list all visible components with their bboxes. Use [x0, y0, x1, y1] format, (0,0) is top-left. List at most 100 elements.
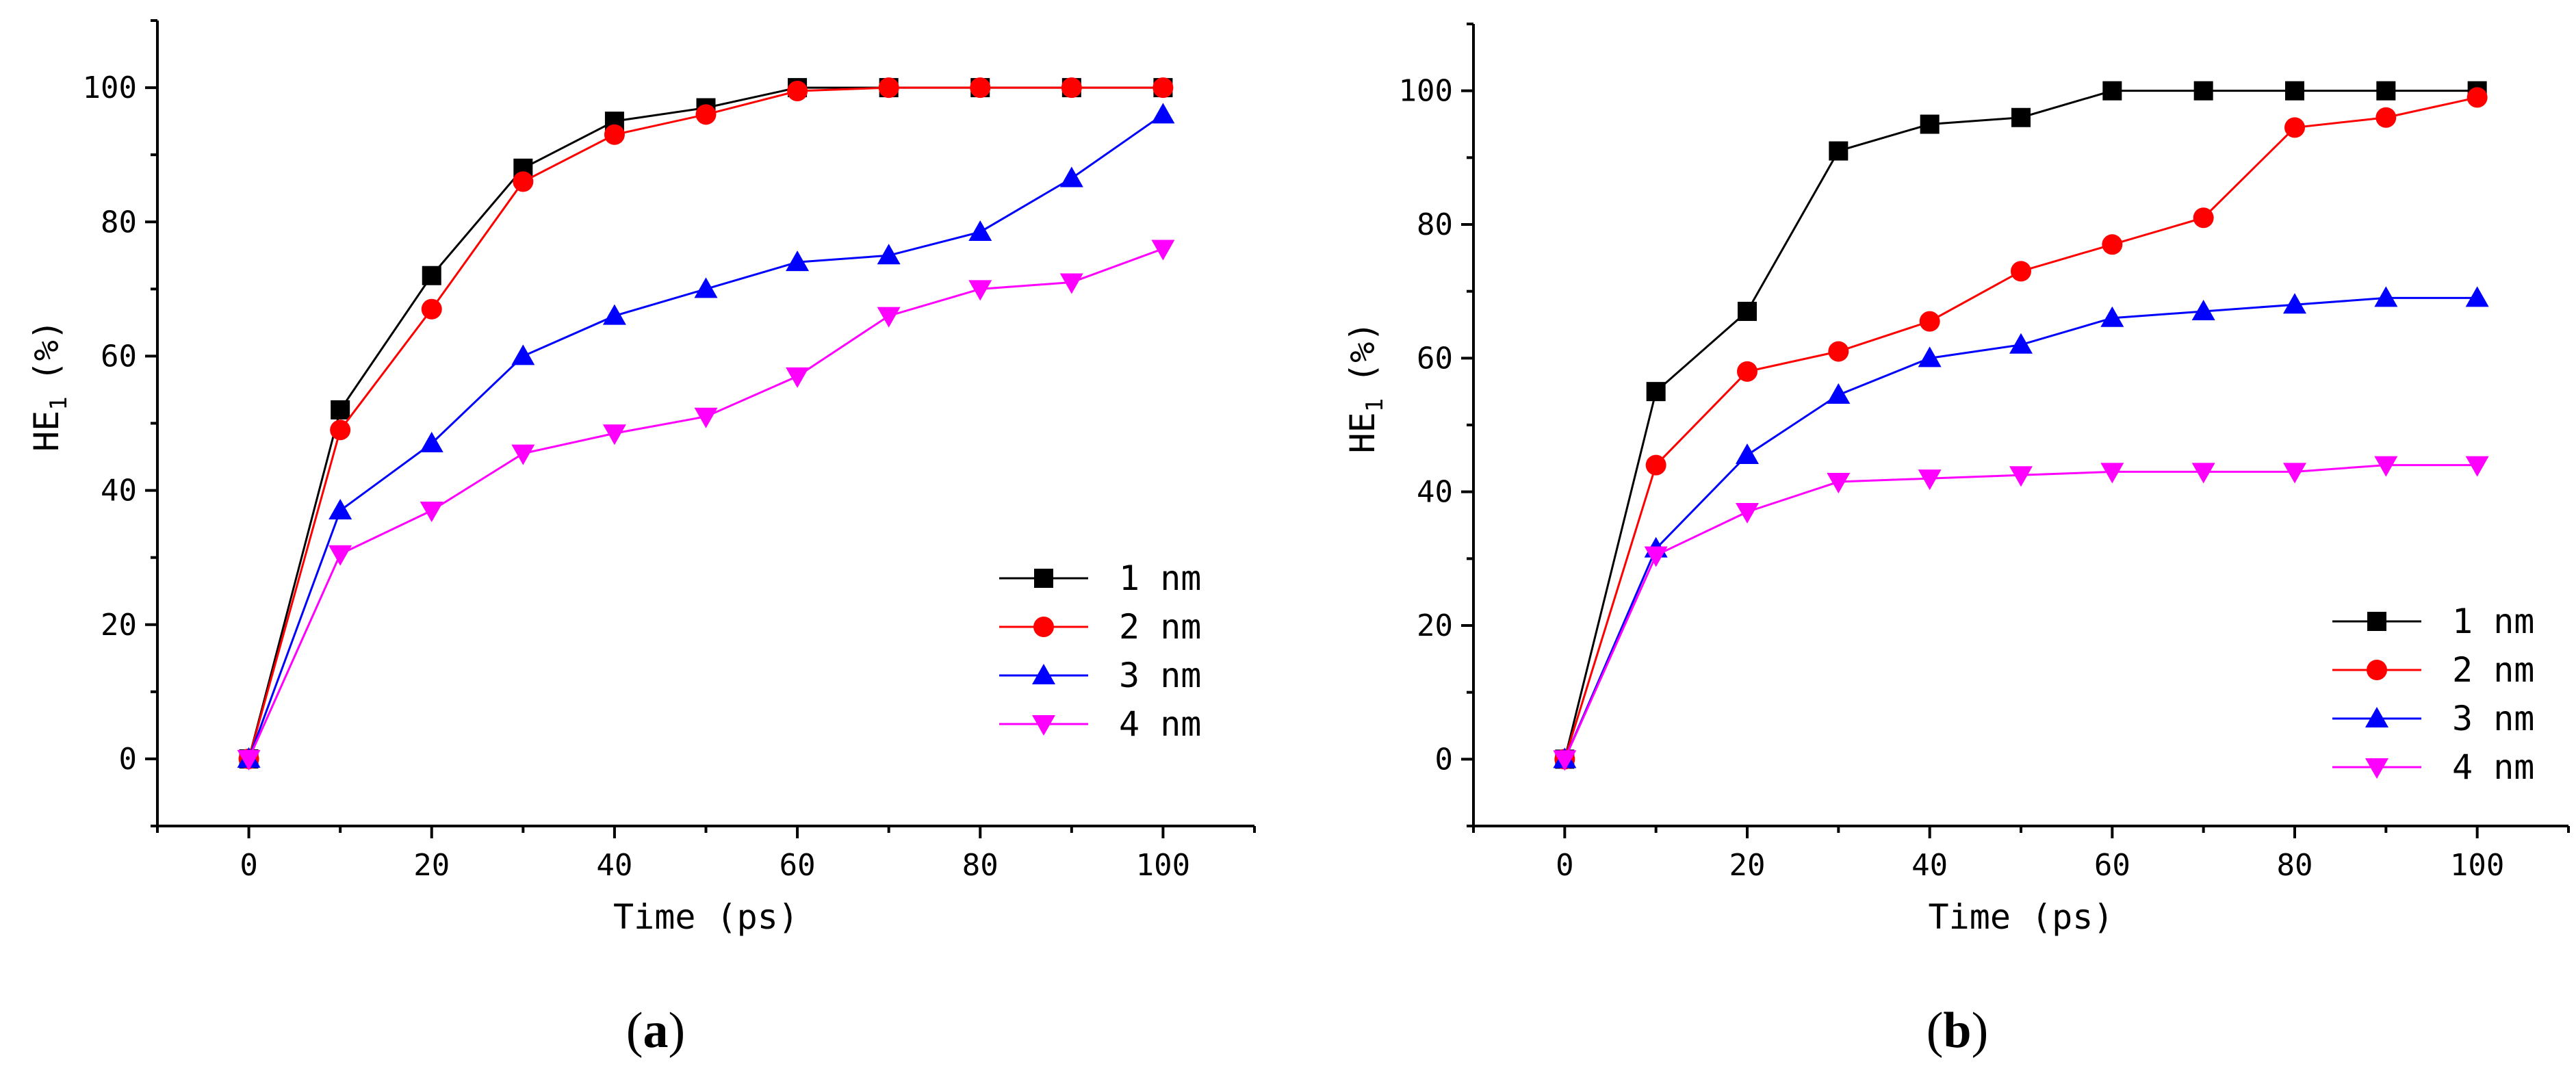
x-tick-label: 40	[1911, 848, 1948, 883]
data-point	[1151, 240, 1175, 261]
data-point	[1553, 750, 1577, 771]
data-point	[1918, 346, 1942, 367]
legend-item: 3 nm	[999, 656, 1201, 695]
y-tick-label: 80	[101, 205, 137, 240]
data-point	[1918, 469, 1942, 491]
data-point	[968, 280, 992, 301]
y-tick-label: 80	[1417, 207, 1453, 242]
legend-item: 3 nm	[2332, 699, 2534, 738]
data-point	[602, 424, 626, 446]
legend-item: 2 nm	[999, 607, 1201, 647]
legend-marker	[1032, 664, 1055, 684]
data-point	[2193, 81, 2213, 101]
data-point	[237, 749, 261, 771]
data-point	[1919, 311, 1940, 332]
x-tick-label: 60	[780, 848, 816, 883]
legend-label: 4 nm	[2452, 747, 2534, 787]
y-tick-label: 40	[101, 474, 137, 508]
data-point	[2374, 286, 2398, 307]
y-tick-label: 100	[83, 70, 137, 105]
data-point	[2102, 81, 2122, 101]
data-point	[787, 80, 808, 101]
y-axis-title: HE1(%)	[1343, 321, 1389, 453]
legend-item: 4 nm	[999, 704, 1201, 744]
data-point	[2376, 81, 2396, 101]
y-tick-label: 60	[1417, 341, 1453, 376]
x-tick-label: 100	[2450, 848, 2504, 883]
series-2-nm	[238, 77, 1174, 769]
data-point	[2191, 299, 2215, 320]
data-point	[421, 298, 442, 320]
y-tick-label: 60	[101, 339, 137, 374]
data-point	[2193, 207, 2214, 229]
data-point	[2011, 107, 2031, 127]
data-point	[2283, 463, 2306, 484]
x-tick-label: 20	[413, 848, 450, 883]
data-point	[1059, 273, 1083, 294]
legend-marker	[1033, 617, 1054, 637]
data-point	[602, 304, 626, 325]
series-4-nm	[1553, 456, 2489, 771]
data-point	[1736, 502, 1759, 524]
data-point	[1152, 77, 1174, 99]
data-point	[2375, 107, 2397, 128]
data-point	[1644, 546, 1668, 567]
y-tick-label: 0	[1435, 742, 1454, 777]
data-point	[2284, 117, 2305, 138]
legend-marker	[1034, 569, 1053, 588]
data-point	[2285, 81, 2304, 101]
x-tick-label: 20	[1729, 848, 1766, 883]
data-point	[1645, 454, 1666, 476]
legend-label: 3 nm	[2452, 699, 2534, 738]
data-point	[420, 431, 443, 452]
y-tick-label: 0	[119, 742, 138, 777]
x-tick-label: 60	[2094, 848, 2130, 883]
legend-label: 2 nm	[2452, 650, 2534, 690]
data-point	[2466, 87, 2488, 108]
x-tick-label: 40	[596, 848, 632, 883]
data-point	[2009, 466, 2033, 487]
legend-item: 4 nm	[2332, 747, 2534, 787]
y-tick-label: 100	[1399, 74, 1453, 109]
data-point	[422, 266, 441, 285]
x-tick-label: 0	[240, 848, 258, 883]
data-point	[786, 250, 810, 272]
data-point	[329, 545, 352, 566]
data-point	[694, 277, 718, 298]
data-point	[2009, 333, 2033, 354]
data-point	[1737, 361, 1757, 382]
data-point	[2102, 234, 2123, 255]
legend-marker	[2367, 660, 2387, 680]
data-point	[694, 407, 718, 428]
chart-panel-a: 0 20 40 60 80 100 0 20 40 60 80 100 Time (ps) HE1(%) 1…	[27, 19, 1256, 937]
series-4-nm	[237, 240, 1175, 771]
data-point	[2283, 293, 2306, 314]
panel-label-b: (b)	[1927, 1003, 1988, 1059]
data-point	[2191, 463, 2215, 484]
legend-marker	[2365, 707, 2388, 727]
data-point	[1829, 141, 1849, 161]
x-tick-label: 0	[1556, 848, 1574, 883]
legend-marker	[1032, 715, 1055, 736]
x-tick-label: 80	[962, 848, 999, 883]
x-tick-label: 80	[2277, 848, 2313, 883]
data-point	[878, 77, 899, 99]
x-axis-title: Time (ps)	[613, 897, 799, 937]
data-point	[1151, 103, 1175, 124]
x-axis-title: Time (ps)	[1929, 897, 2114, 937]
data-point	[2011, 261, 2031, 282]
legend-marker	[2365, 758, 2388, 779]
data-point	[877, 244, 901, 265]
data-point	[331, 400, 350, 420]
legend-marker	[2367, 612, 2386, 631]
data-point	[511, 444, 535, 465]
data-point	[330, 420, 351, 441]
data-point	[2100, 306, 2124, 327]
data-point	[513, 171, 534, 192]
data-point	[695, 104, 717, 125]
data-point	[1828, 341, 1849, 362]
data-point	[1736, 443, 1759, 464]
data-point	[968, 220, 992, 241]
y-axis-title: HE1(%)	[27, 320, 73, 452]
